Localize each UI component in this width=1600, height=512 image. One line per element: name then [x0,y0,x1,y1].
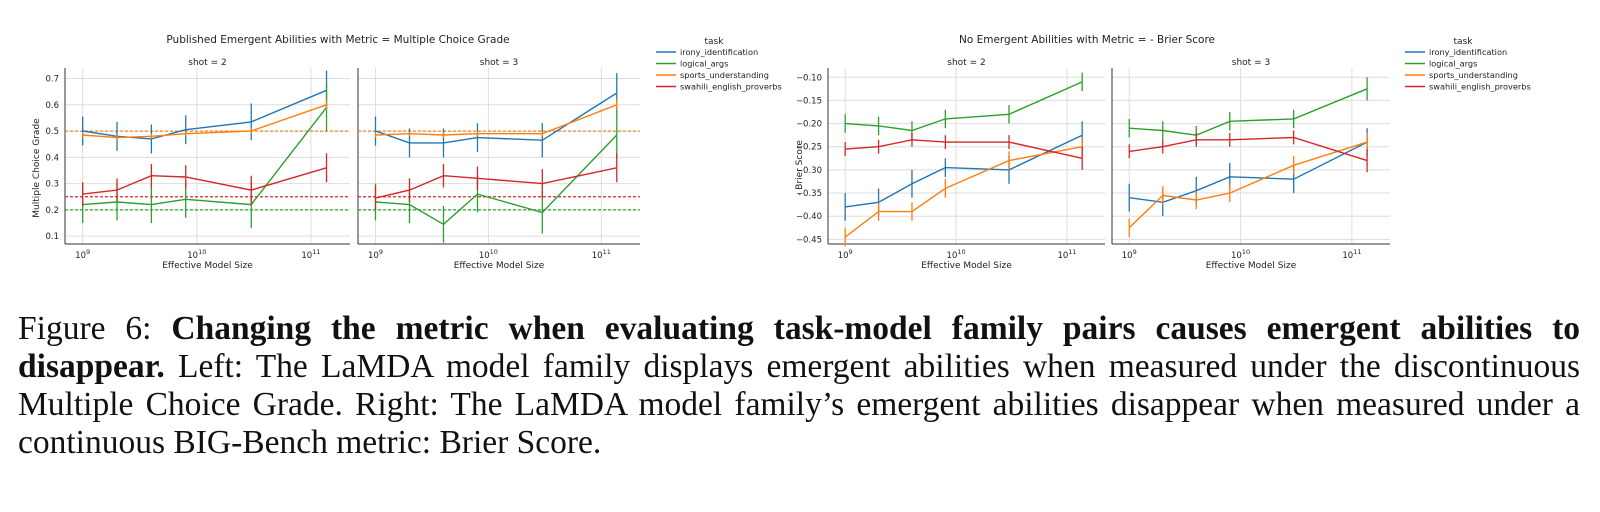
caption-label: Figure 6: [18,310,152,347]
chart-right-p2-line-swahili-english-proverbs [1129,136,1368,162]
chart-right-legend-label-logical-args: logical_args [1429,59,1477,69]
chart-right-panel-2 [1111,68,1390,245]
chart-right-ytick-1: −0.40 [796,212,822,222]
caption-bold: Changing the metric when evaluating task… [18,310,1580,385]
chart-left-ylabel: Multiple Choice Grade [32,118,42,218]
chart-left-p1-xtick-2: 1011 [301,248,320,261]
chart-left-legend-label-irony-identification: irony_identification [680,47,758,57]
chart-left-legend-label-logical-args: logical_args [680,59,728,69]
chart-left-p1-line-swahili-english-proverbs [82,167,327,195]
chart-right-ytick-6: −0.15 [796,96,822,106]
chart-left-p1-line-sports-understanding [82,104,327,139]
chart-left-legend-label-swahili-english-proverbs: swahili_english_proverbs [680,82,782,92]
chart-left-p1-xtick-0: 109 [75,248,90,261]
chart-right-ylabel: - Brier Score [795,140,805,196]
chart-left-panel-2-title: shot = 3 [480,58,518,68]
chart-right-p2-xtick-1: 1010 [1231,248,1250,261]
chart-left-p1-xtick-1: 1010 [187,248,206,261]
chart-right-p2-xtick-2: 1011 [1342,248,1361,261]
chart-left-panel-1-title: shot = 2 [188,58,226,68]
chart-left-p2-xlabel: Effective Model Size [454,261,545,271]
chart-right-legend-label-irony-identification: irony_identification [1429,47,1507,57]
chart-left-legend-label-sports-understanding: sports_understanding [680,70,769,80]
figure-caption: Figure 6: Changing the metric when evalu… [18,310,1580,462]
caption-text: Left: The LaMDA model family displays em… [18,348,1581,461]
chart-right-ytick-3: −0.30 [796,166,822,176]
chart-left-ytick-2: 0.3 [45,180,59,190]
chart-left-p1-line-irony-identification [82,89,327,140]
chart-right-p2-xlabel: Effective Model Size [1206,261,1297,271]
chart-left-p2-line-irony-identification [375,92,618,144]
chart-left-ytick-1: 0.2 [45,206,59,216]
chart-right-panel-2-title: shot = 3 [1232,58,1270,68]
chart-right-p1-xtick-2: 1011 [1057,248,1076,261]
chart-left-p2-line-logical-args [375,134,618,226]
chart-right-title: No Emergent Abilities with Metric = - Br… [959,34,1215,46]
chart-right-ytick-2: −0.35 [796,189,822,199]
chart-right-legend-title: task [1454,37,1474,47]
chart-right-legend-label-sports-understanding: sports_understanding [1429,70,1518,80]
chart-left-ytick-0: 0.1 [45,232,59,242]
chart-right-p1-line-logical-args [845,81,1083,132]
chart-left-p1-line-logical-args [82,106,328,206]
chart-right-p1-xtick-1: 1010 [947,248,966,261]
figure-charts: Published Emergent Abilities with Metric… [32,34,1531,271]
chart-right-p2-xtick-0: 109 [1122,248,1137,261]
chart-right-p1-xlabel: Effective Model Size [921,261,1012,271]
chart-left-p1-xlabel: Effective Model Size [162,261,253,271]
chart-left-ytick-3: 0.4 [45,153,59,163]
chart-right-panel-1-title: shot = 2 [947,58,985,68]
chart-left-panel-2 [357,68,640,245]
chart-right-legend-label-swahili-english-proverbs: swahili_english_proverbs [1429,82,1531,92]
chart-right-p1-xtick-0: 109 [838,248,853,261]
chart-right-p1-line-swahili-english-proverbs [845,139,1083,159]
chart-left-panel-1 [64,68,350,245]
chart-left-legend-title: task [705,37,725,47]
chart-left-ytick-6: 0.7 [45,75,59,85]
chart-left-p2-xtick-2: 1011 [592,248,611,261]
chart-left-p2-line-sports-understanding [375,104,618,136]
chart-right-ytick-5: −0.20 [796,120,822,130]
chart-left-p2-xtick-1: 1010 [479,248,498,261]
chart-right-p2-line-logical-args [1129,88,1368,136]
chart-right-ytick-7: −0.10 [796,73,822,83]
chart-left-p2-xtick-0: 109 [368,248,383,261]
chart-right-panel-1 [827,68,1105,247]
chart-right-p2-line-sports-understanding [1128,141,1368,229]
chart-left-ytick-4: 0.5 [45,127,59,137]
chart-right-ytick-4: −0.25 [796,143,822,153]
chart-right-ytick-0: −0.45 [796,235,822,245]
chart-right-p1-line-sports-understanding [844,146,1083,238]
chart-right-p1-line-irony-identification [845,134,1083,208]
chart-left-ytick-5: 0.6 [45,101,59,111]
chart-left-title: Published Emergent Abilities with Metric… [166,34,509,46]
chart-left-p2-line-swahili-english-proverbs [375,167,617,199]
